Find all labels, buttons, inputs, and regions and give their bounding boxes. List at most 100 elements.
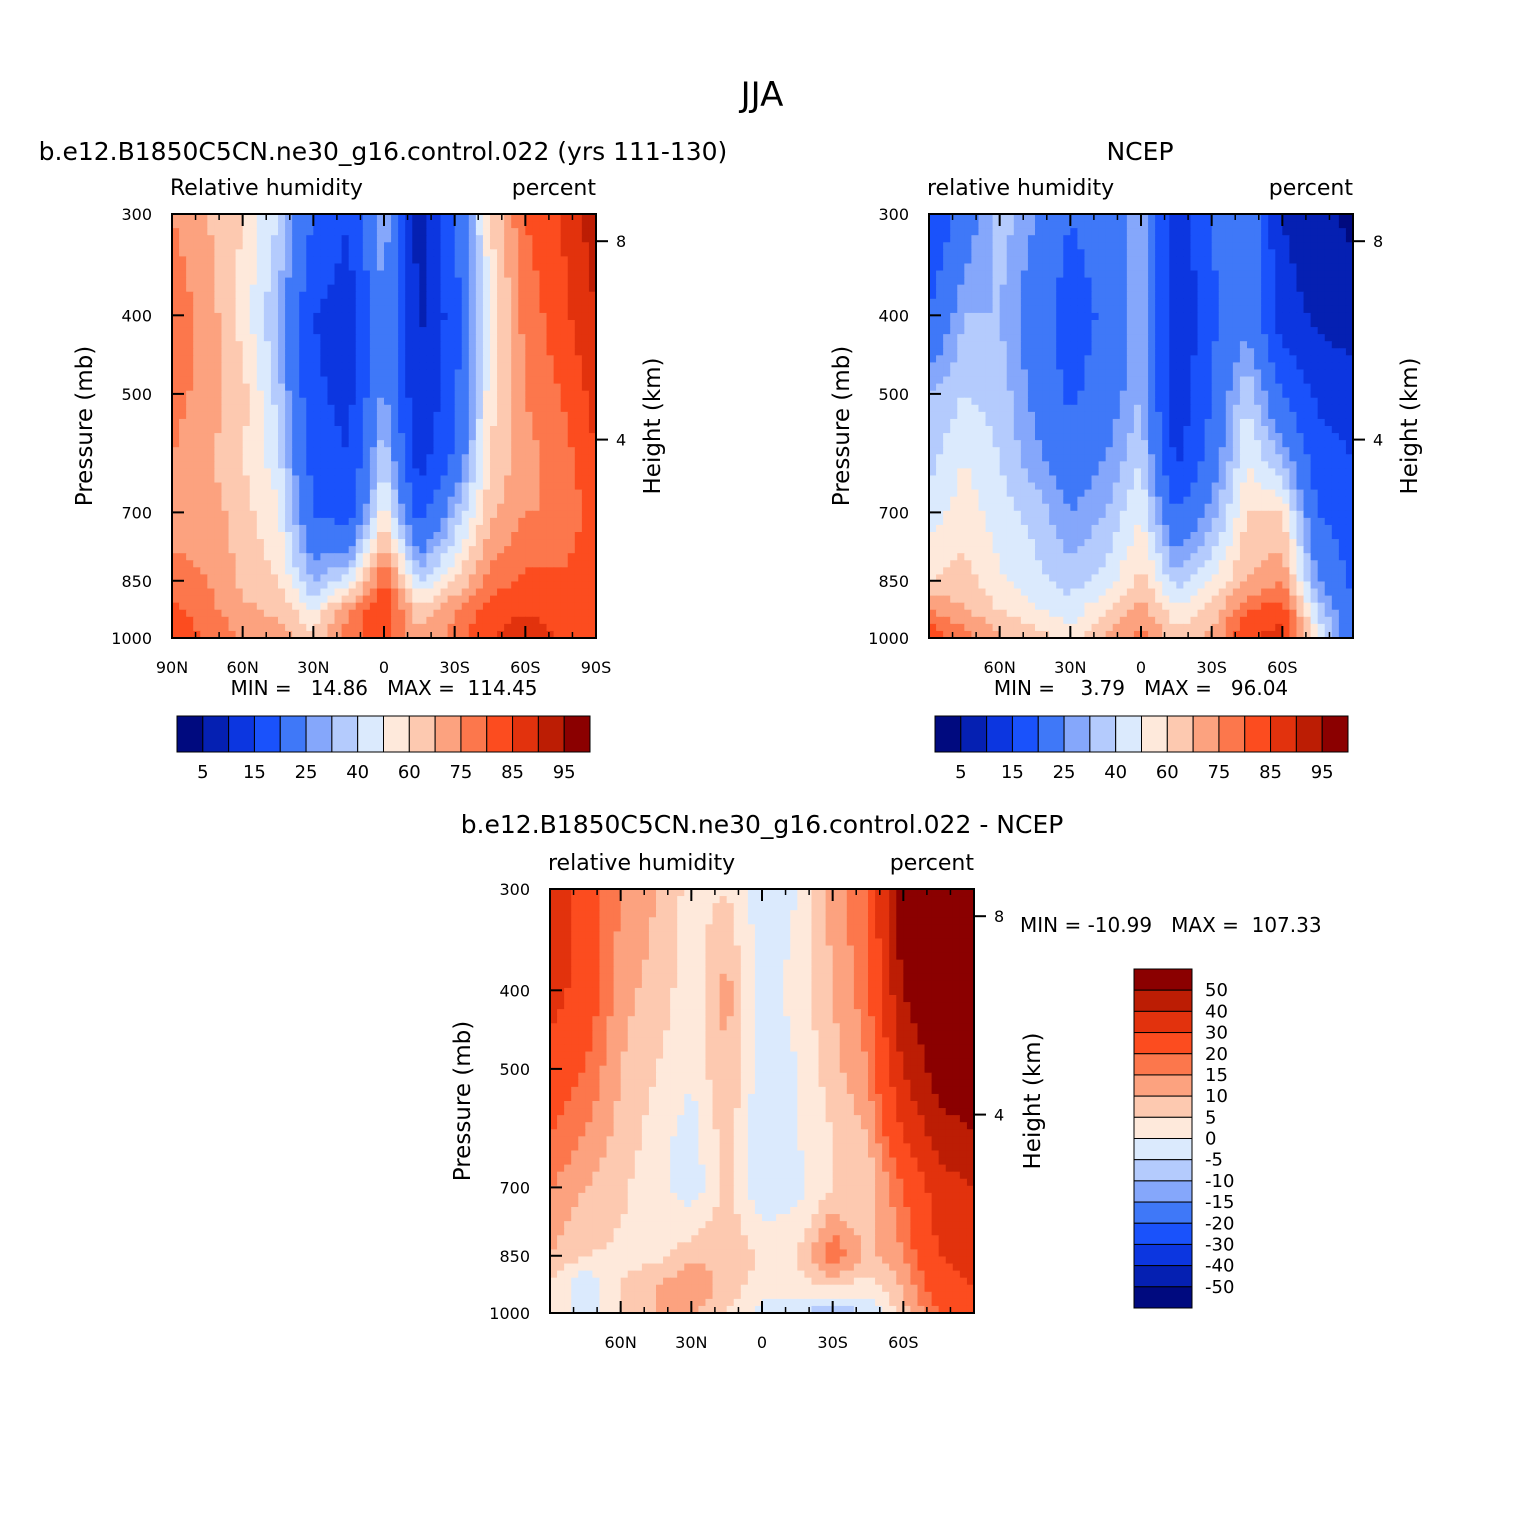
contour-cell [348,503,357,512]
contour-cell [1013,312,1022,321]
contour-cell [348,362,357,371]
contour-cell [362,376,371,385]
contour-cell [1027,277,1036,286]
contour-cell [433,588,442,597]
contour-cell [299,574,307,583]
contour-cell [285,270,293,279]
contour-cell [376,341,385,349]
contour-cell [1063,235,1071,243]
contour-cell [1119,277,1128,286]
contour-cell [475,249,484,257]
contour-cell [391,404,399,413]
contour-cell [454,447,463,455]
contour-cell [518,539,526,547]
contour-cell [1169,249,1177,257]
contour-cell [306,228,314,236]
contour-cell [391,383,399,392]
contour-cell [490,468,498,477]
contour-cell [1282,214,1290,222]
contour-cell [971,256,980,265]
contour-cell [348,355,357,363]
contour-cell [172,214,180,222]
contour-cell [1141,263,1149,272]
contour-cell [228,284,237,293]
contour-cell [497,284,505,293]
contour-cell [532,489,541,498]
contour-cell [278,362,286,371]
contour-cell [348,496,357,505]
contour-cell [299,616,307,625]
contour-cell [964,348,972,356]
contour-cell [581,305,590,314]
contour-cell [320,433,329,441]
contour-cell [574,411,583,420]
contour-cell [581,362,590,371]
contour-cell [447,263,456,272]
contour-cell [412,305,420,314]
contour-cell [1056,362,1064,371]
contour-cell [1218,305,1227,314]
contour-cell [490,623,498,632]
contour-cell [504,553,512,561]
contour-cell [341,546,350,554]
contour-cell [249,214,258,222]
colorbar-label: 40 [346,762,369,783]
contour-cell [320,616,329,625]
contour-cell [398,546,406,554]
contour-cell [581,433,590,441]
contour-cell [1141,235,1149,243]
contour-cell [235,221,244,229]
contour-cell [475,341,484,349]
contour-cell [525,623,533,632]
contour-cell [235,214,244,222]
contour-cell [490,461,498,469]
contour-cell [1112,320,1121,328]
contour-cell [1119,284,1128,293]
contour-cell [193,553,201,561]
contour-cell [567,242,576,250]
contour-cell [412,461,420,469]
contour-cell [518,291,526,300]
contour-cell [553,284,562,293]
contour-cell [1183,249,1192,257]
contour-cell [525,602,533,611]
contour-cell [362,588,371,597]
contour-cell [1190,242,1199,250]
contour-cell [1247,305,1255,314]
contour-cell [376,532,385,540]
contour-cell [292,532,300,540]
contour-cell [1020,305,1029,314]
contour-cell [943,221,951,229]
contour-cell [299,489,307,498]
contour-cell [525,475,533,484]
contour-cell [1105,284,1114,293]
contour-cell [525,595,533,604]
contour-cell [419,277,427,286]
contour-cell [1056,242,1064,250]
contour-cell [172,221,180,229]
contour-cell [1006,249,1015,257]
contour-cell [532,418,541,427]
contour-cell [426,376,435,385]
contour-cell [454,256,463,265]
contour-cell [327,256,336,265]
contour-cell [172,595,180,604]
contour-cell [433,228,442,236]
contour-cell [518,270,526,279]
contour-cell [228,221,237,229]
contour-cell [1317,277,1326,286]
contour-cell [1218,228,1227,236]
contour-cell [1155,221,1163,229]
contour-cell [971,228,980,236]
contour-cell [546,567,555,575]
contour-cell [419,404,427,413]
contour-cell [518,524,526,533]
contour-cell [327,270,336,279]
contour-cell [313,256,321,265]
contour-cell [193,496,201,505]
contour-cell [518,440,526,448]
contour-cell [221,256,230,265]
contour-cell [525,298,533,307]
contour-cell [454,517,463,526]
contour-cell [1338,284,1347,293]
